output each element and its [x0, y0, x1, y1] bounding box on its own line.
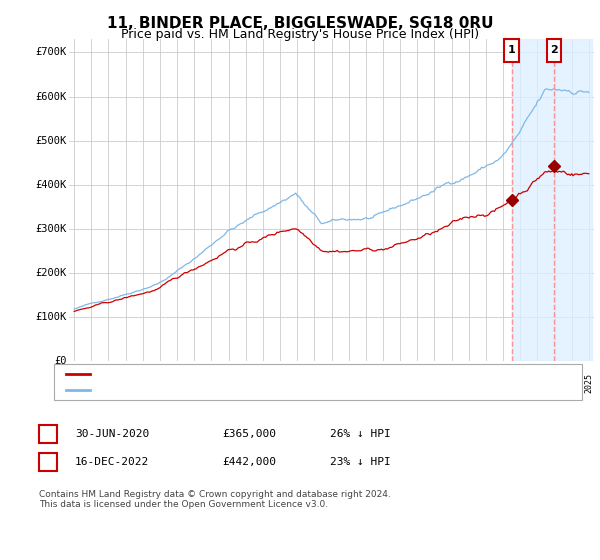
Text: 11, BINDER PLACE, BIGGLESWADE, SG18 0RU (detached house): 11, BINDER PLACE, BIGGLESWADE, SG18 0RU …	[96, 369, 429, 379]
FancyBboxPatch shape	[547, 39, 561, 62]
Text: 2015: 2015	[413, 374, 422, 394]
Text: 1995: 1995	[70, 374, 79, 394]
Text: 2013: 2013	[379, 374, 388, 394]
Text: 1998: 1998	[121, 374, 130, 394]
Text: 2023: 2023	[550, 374, 559, 394]
Text: 11, BINDER PLACE, BIGGLESWADE, SG18 0RU: 11, BINDER PLACE, BIGGLESWADE, SG18 0RU	[107, 16, 493, 31]
Text: Price paid vs. HM Land Registry's House Price Index (HPI): Price paid vs. HM Land Registry's House …	[121, 28, 479, 41]
Text: £100K: £100K	[35, 312, 67, 322]
Text: 2019: 2019	[481, 374, 490, 394]
Text: 26% ↓ HPI: 26% ↓ HPI	[330, 429, 391, 439]
Text: 30-JUN-2020: 30-JUN-2020	[75, 429, 149, 439]
Text: 2009: 2009	[310, 374, 319, 394]
Text: 1: 1	[508, 45, 515, 55]
Text: 2003: 2003	[207, 374, 216, 394]
Text: £365,000: £365,000	[222, 429, 276, 439]
Text: 2000: 2000	[155, 374, 164, 394]
Text: Contains HM Land Registry data © Crown copyright and database right 2024.
This d: Contains HM Land Registry data © Crown c…	[39, 490, 391, 510]
FancyBboxPatch shape	[504, 39, 519, 62]
Text: £442,000: £442,000	[222, 457, 276, 467]
Text: 2022: 2022	[533, 374, 542, 394]
Text: 23% ↓ HPI: 23% ↓ HPI	[330, 457, 391, 467]
Text: 1997: 1997	[104, 374, 113, 394]
Text: 2018: 2018	[464, 374, 473, 394]
Text: £0: £0	[54, 356, 67, 366]
Text: 2024: 2024	[567, 374, 576, 394]
Text: 2002: 2002	[190, 374, 199, 394]
Text: 2: 2	[44, 457, 52, 467]
Text: 2021: 2021	[516, 374, 525, 394]
Text: 2017: 2017	[447, 374, 456, 394]
Text: 2005: 2005	[241, 374, 250, 394]
Text: 2020: 2020	[499, 374, 508, 394]
Text: 1996: 1996	[87, 374, 96, 394]
Text: 2001: 2001	[173, 374, 182, 394]
Text: £700K: £700K	[35, 48, 67, 58]
Text: £200K: £200K	[35, 268, 67, 278]
Text: 16-DEC-2022: 16-DEC-2022	[75, 457, 149, 467]
Text: 2007: 2007	[275, 374, 284, 394]
Text: 2025: 2025	[584, 374, 593, 394]
Text: 2006: 2006	[259, 374, 268, 394]
Text: 2016: 2016	[430, 374, 439, 394]
Text: £400K: £400K	[35, 180, 67, 190]
Text: 2012: 2012	[361, 374, 370, 394]
Text: 2011: 2011	[344, 374, 353, 394]
Text: 2010: 2010	[327, 374, 336, 394]
Text: 2008: 2008	[293, 374, 302, 394]
Text: £500K: £500K	[35, 136, 67, 146]
Text: £300K: £300K	[35, 224, 67, 234]
Bar	[512, 39, 592, 361]
Text: 1: 1	[44, 429, 52, 439]
Text: 1999: 1999	[138, 374, 147, 394]
Text: 2004: 2004	[224, 374, 233, 394]
Text: £600K: £600K	[35, 91, 67, 101]
Text: 2: 2	[550, 45, 558, 55]
Text: HPI: Average price, detached house, Central Bedfordshire: HPI: Average price, detached house, Cent…	[96, 385, 397, 395]
Text: 2014: 2014	[395, 374, 404, 394]
